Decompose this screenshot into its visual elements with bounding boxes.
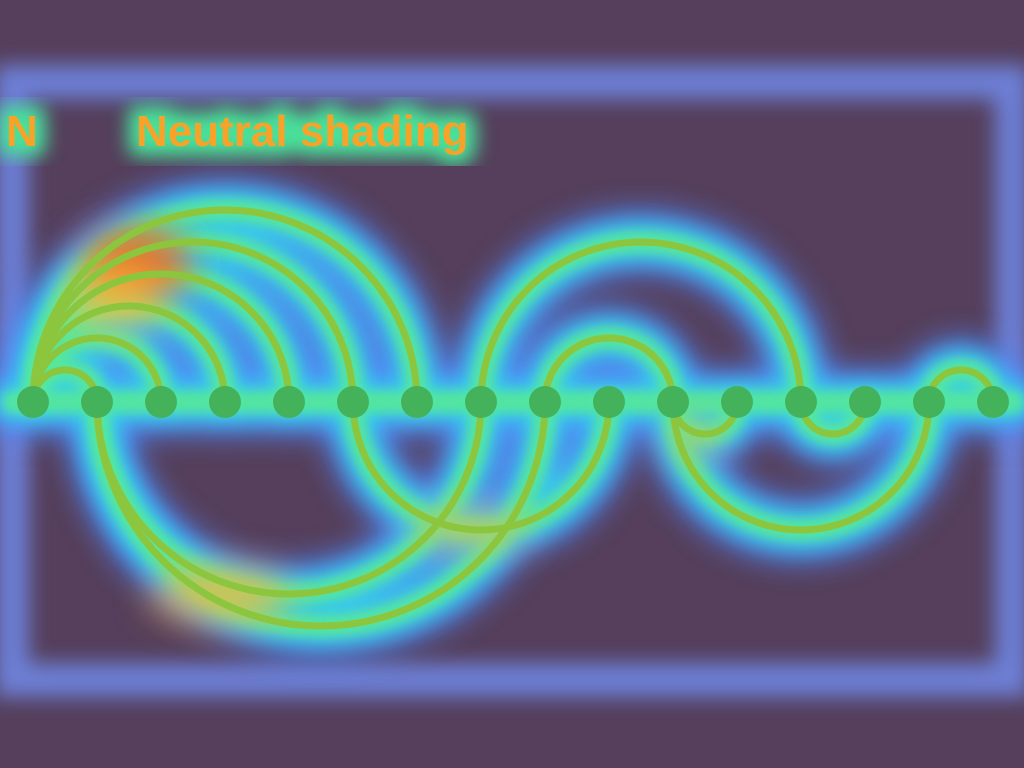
arc-core-lines [29,206,997,630]
node-6 [401,386,433,418]
node-2 [145,386,177,418]
arc-upper-0-6 [29,206,421,406]
arc-lower-1-8 [93,398,549,630]
node-3 [209,386,241,418]
node-1 [81,386,113,418]
node-8 [529,386,561,418]
header-labels: N Neutral shading [6,107,469,156]
node-13 [849,386,881,418]
node-4 [273,386,305,418]
arc-lower-10-14 [669,398,933,534]
node-7 [465,386,497,418]
node-0 [17,386,49,418]
arc-upper-8-10 [541,334,677,406]
node-11 [721,386,753,418]
node-row [17,386,1009,418]
header-caption-halo: Neutral shading [136,107,469,156]
header-letter: N [6,107,38,156]
label-halo: N Neutral shading [0,96,480,167]
arc-lower-5-9 [349,398,613,534]
node-5 [337,386,369,418]
node-15 [977,386,1009,418]
node-14 [913,386,945,418]
node-9 [593,386,625,418]
arc-upper-7-12 [477,238,805,406]
node-12 [785,386,817,418]
node-10 [657,386,689,418]
header-caption: Neutral shading [136,107,469,156]
